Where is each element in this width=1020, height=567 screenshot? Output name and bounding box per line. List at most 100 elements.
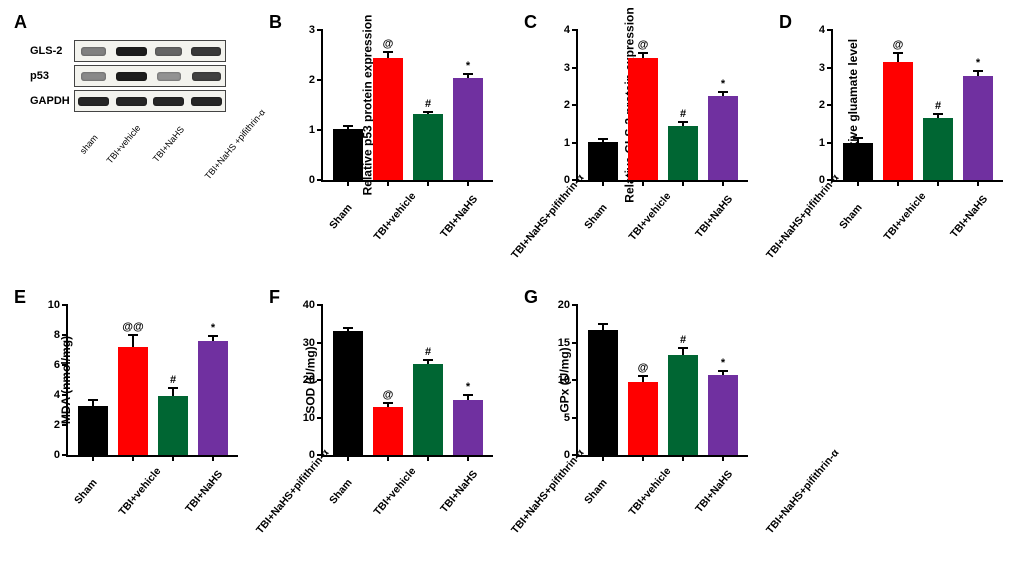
error-cap [423, 111, 433, 113]
y-tick-label: 3 [819, 62, 825, 74]
blot-xlabels: shamTBI+vehicleTBI+NaHSTBI+NaHS +pifithr… [74, 115, 224, 151]
panel-label: G [524, 287, 538, 308]
blot-band [113, 41, 151, 61]
blot-bands [74, 65, 226, 87]
blot-band [113, 91, 151, 111]
bars-container: @@#* [68, 305, 238, 455]
y-tick-label: 10 [558, 374, 570, 386]
x-labels: ShamTBI+vehicleTBI+NaHSTBI+NaHS+pifithri… [576, 459, 746, 489]
y-tick-label: 0 [54, 449, 60, 461]
y-tick-label: 0 [564, 174, 570, 186]
y-tick-label: 4 [54, 389, 60, 401]
blot-band [188, 41, 226, 61]
x-label: TBI+NaHS [438, 468, 480, 515]
blot-band [75, 66, 113, 86]
error-cap [463, 73, 473, 75]
x-label: Sham [837, 202, 865, 232]
error-cap [463, 394, 473, 396]
bar [198, 341, 228, 455]
bar-group [333, 331, 363, 455]
error-bar [682, 348, 684, 355]
error-cap [678, 121, 688, 123]
plot-area: @#* [576, 30, 748, 182]
significance-marker: * [976, 57, 980, 69]
blot-row: GLS-2 [30, 40, 230, 62]
bars-container: @#* [323, 305, 493, 455]
panel-b: BRelative p53 protein expression0123@#*S… [265, 10, 515, 280]
bar [158, 396, 188, 455]
bar-group: * [198, 341, 228, 455]
bar-group [78, 406, 108, 456]
bar [118, 347, 148, 455]
significance-marker: # [170, 374, 176, 386]
error-cap [383, 51, 393, 53]
blot-band [188, 91, 226, 111]
x-label: TBI+vehicle [116, 465, 163, 518]
error-cap [383, 402, 393, 404]
panel-label: A [14, 12, 27, 33]
significance-marker: @@ [122, 321, 143, 333]
western-blot: GLS-2p53GAPDHshamTBI+vehicleTBI+NaHSTBI+… [30, 40, 230, 151]
y-tick-label: 6 [54, 359, 60, 371]
bar-group [333, 129, 363, 181]
significance-marker: * [466, 60, 470, 72]
bar [413, 364, 443, 456]
y-tick-label: 0 [309, 449, 315, 461]
x-label: TBI+vehicle [371, 465, 418, 518]
y-tick-label: 2 [819, 99, 825, 111]
bar-group: * [963, 76, 993, 180]
panel-label: C [524, 12, 537, 33]
x-labels: ShamTBI+vehicleTBI+NaHSTBI+NaHS+pifithri… [576, 184, 746, 214]
error-cap [343, 125, 353, 127]
error-bar [897, 53, 899, 62]
blot-xlabel: TBI+NaHS [151, 124, 186, 164]
x-labels: ShamTBI+vehicleTBI+NaHSTBI+NaHS+pifithri… [66, 459, 236, 489]
panel-e: EMDA (nmol/mg)0246810@@#*ShamTBI+vehicle… [10, 285, 260, 555]
plot-area: @@#* [66, 305, 238, 457]
error-bar [132, 335, 134, 347]
bar-group: # [158, 396, 188, 455]
bars-container: @# * [323, 30, 493, 180]
significance-marker: @ [638, 39, 649, 51]
significance-marker: # [680, 334, 686, 346]
bar-group: * [708, 375, 738, 455]
bar-group: @@ [118, 347, 148, 455]
y-tick-label: 1 [819, 137, 825, 149]
bar [588, 142, 618, 180]
x-label: TBI+vehicle [626, 190, 673, 243]
error-cap [853, 137, 863, 139]
x-label: TBI+vehicle [626, 465, 673, 518]
bar-group: @ [373, 58, 403, 181]
error-cap [598, 138, 608, 140]
blot-xlabel: TBI+NaHS +pifithrin-α [202, 107, 266, 181]
blot-band [188, 66, 226, 86]
significance-marker: * [466, 381, 470, 393]
bars-container: @#* [833, 30, 1003, 180]
bar-group: @ [628, 382, 658, 455]
bar [708, 96, 738, 180]
bar-chart: Relative p53 protein expression0123@#*Sh… [321, 30, 491, 180]
bar [333, 129, 363, 181]
bar-chart: SOD (U/mg)010203040@#*ShamTBI+vehicleTBI… [321, 305, 491, 455]
bar-chart: Relative gluamate level01234@#*ShamTBI+v… [831, 30, 1001, 180]
error-cap [343, 327, 353, 329]
bar [373, 58, 403, 181]
y-tick-label: 2 [54, 419, 60, 431]
y-tick-label: 3 [564, 62, 570, 74]
significance-marker: * [721, 357, 725, 369]
bar-chart: GPx (U/mg)05101520@#*ShamTBI+vehicleTBI+… [576, 305, 746, 455]
plot-area: @# * [321, 30, 493, 182]
y-tick-label: 2 [564, 99, 570, 111]
x-labels: ShamTBI+vehicleTBI+NaHSTBI+NaHS+pifithri… [831, 184, 1001, 214]
y-tick-label: 0 [309, 174, 315, 186]
x-label: Sham [327, 477, 355, 507]
blot-band [150, 66, 188, 86]
error-cap [678, 347, 688, 349]
bar-group: # [413, 114, 443, 180]
bar-group [843, 143, 873, 181]
blot-protein-label: GAPDH [30, 95, 74, 107]
bar [923, 118, 953, 180]
blot-band [150, 41, 188, 61]
panel-label: B [269, 12, 282, 33]
y-tick-label: 4 [819, 24, 825, 36]
